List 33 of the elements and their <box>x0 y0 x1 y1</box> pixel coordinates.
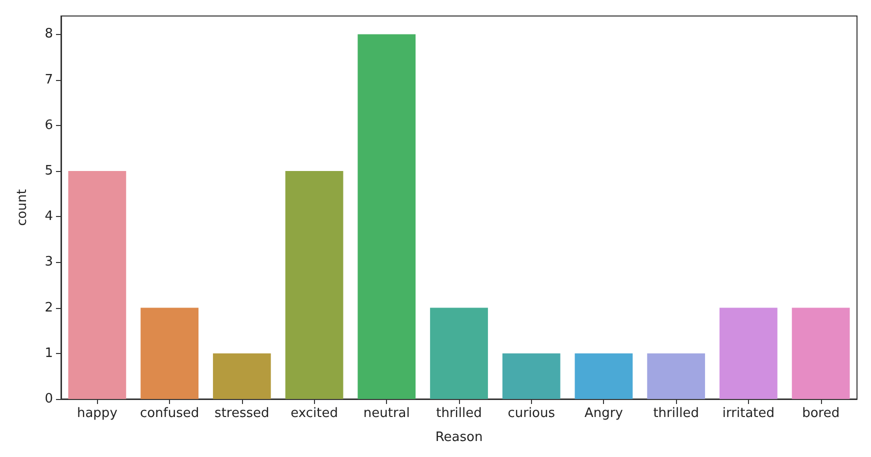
bar <box>647 353 706 399</box>
bar <box>140 308 198 399</box>
x-tick-label: stressed <box>214 406 270 421</box>
bar <box>212 353 271 399</box>
bar <box>358 34 416 399</box>
bar <box>68 171 126 399</box>
y-tick-label: 8 <box>44 26 53 42</box>
x-tick-label: confused <box>140 406 200 421</box>
y-tick-label: 7 <box>44 72 53 88</box>
x-tick-label: neutral <box>363 406 410 421</box>
y-tick-label: 5 <box>44 164 53 179</box>
y-tick-label: 2 <box>44 300 53 316</box>
bar <box>502 353 560 399</box>
y-tick-label: 0 <box>44 392 53 406</box>
x-tick-label: bored <box>802 406 840 421</box>
y-tick-label: 3 <box>44 254 53 270</box>
y-tick-label: 6 <box>44 118 53 133</box>
y-tick-label: 1 <box>44 346 53 361</box>
x-tick-label: thrilled <box>653 406 699 421</box>
bar <box>792 308 850 399</box>
y-axis-title: count <box>15 189 30 226</box>
x-tick-label: Angry <box>584 406 624 421</box>
y-tick-label: 4 <box>44 209 53 224</box>
x-tick-label: irritated <box>722 406 775 421</box>
x-tick-label: curious <box>508 406 556 421</box>
bar <box>720 308 778 399</box>
bar <box>430 308 488 399</box>
x-axis-title: Reason <box>435 430 483 445</box>
bar <box>574 353 633 399</box>
bar <box>285 171 344 399</box>
x-tick-label: thrilled <box>436 406 482 421</box>
x-tick-label: happy <box>76 406 118 421</box>
x-tick-label: excited <box>290 406 338 421</box>
